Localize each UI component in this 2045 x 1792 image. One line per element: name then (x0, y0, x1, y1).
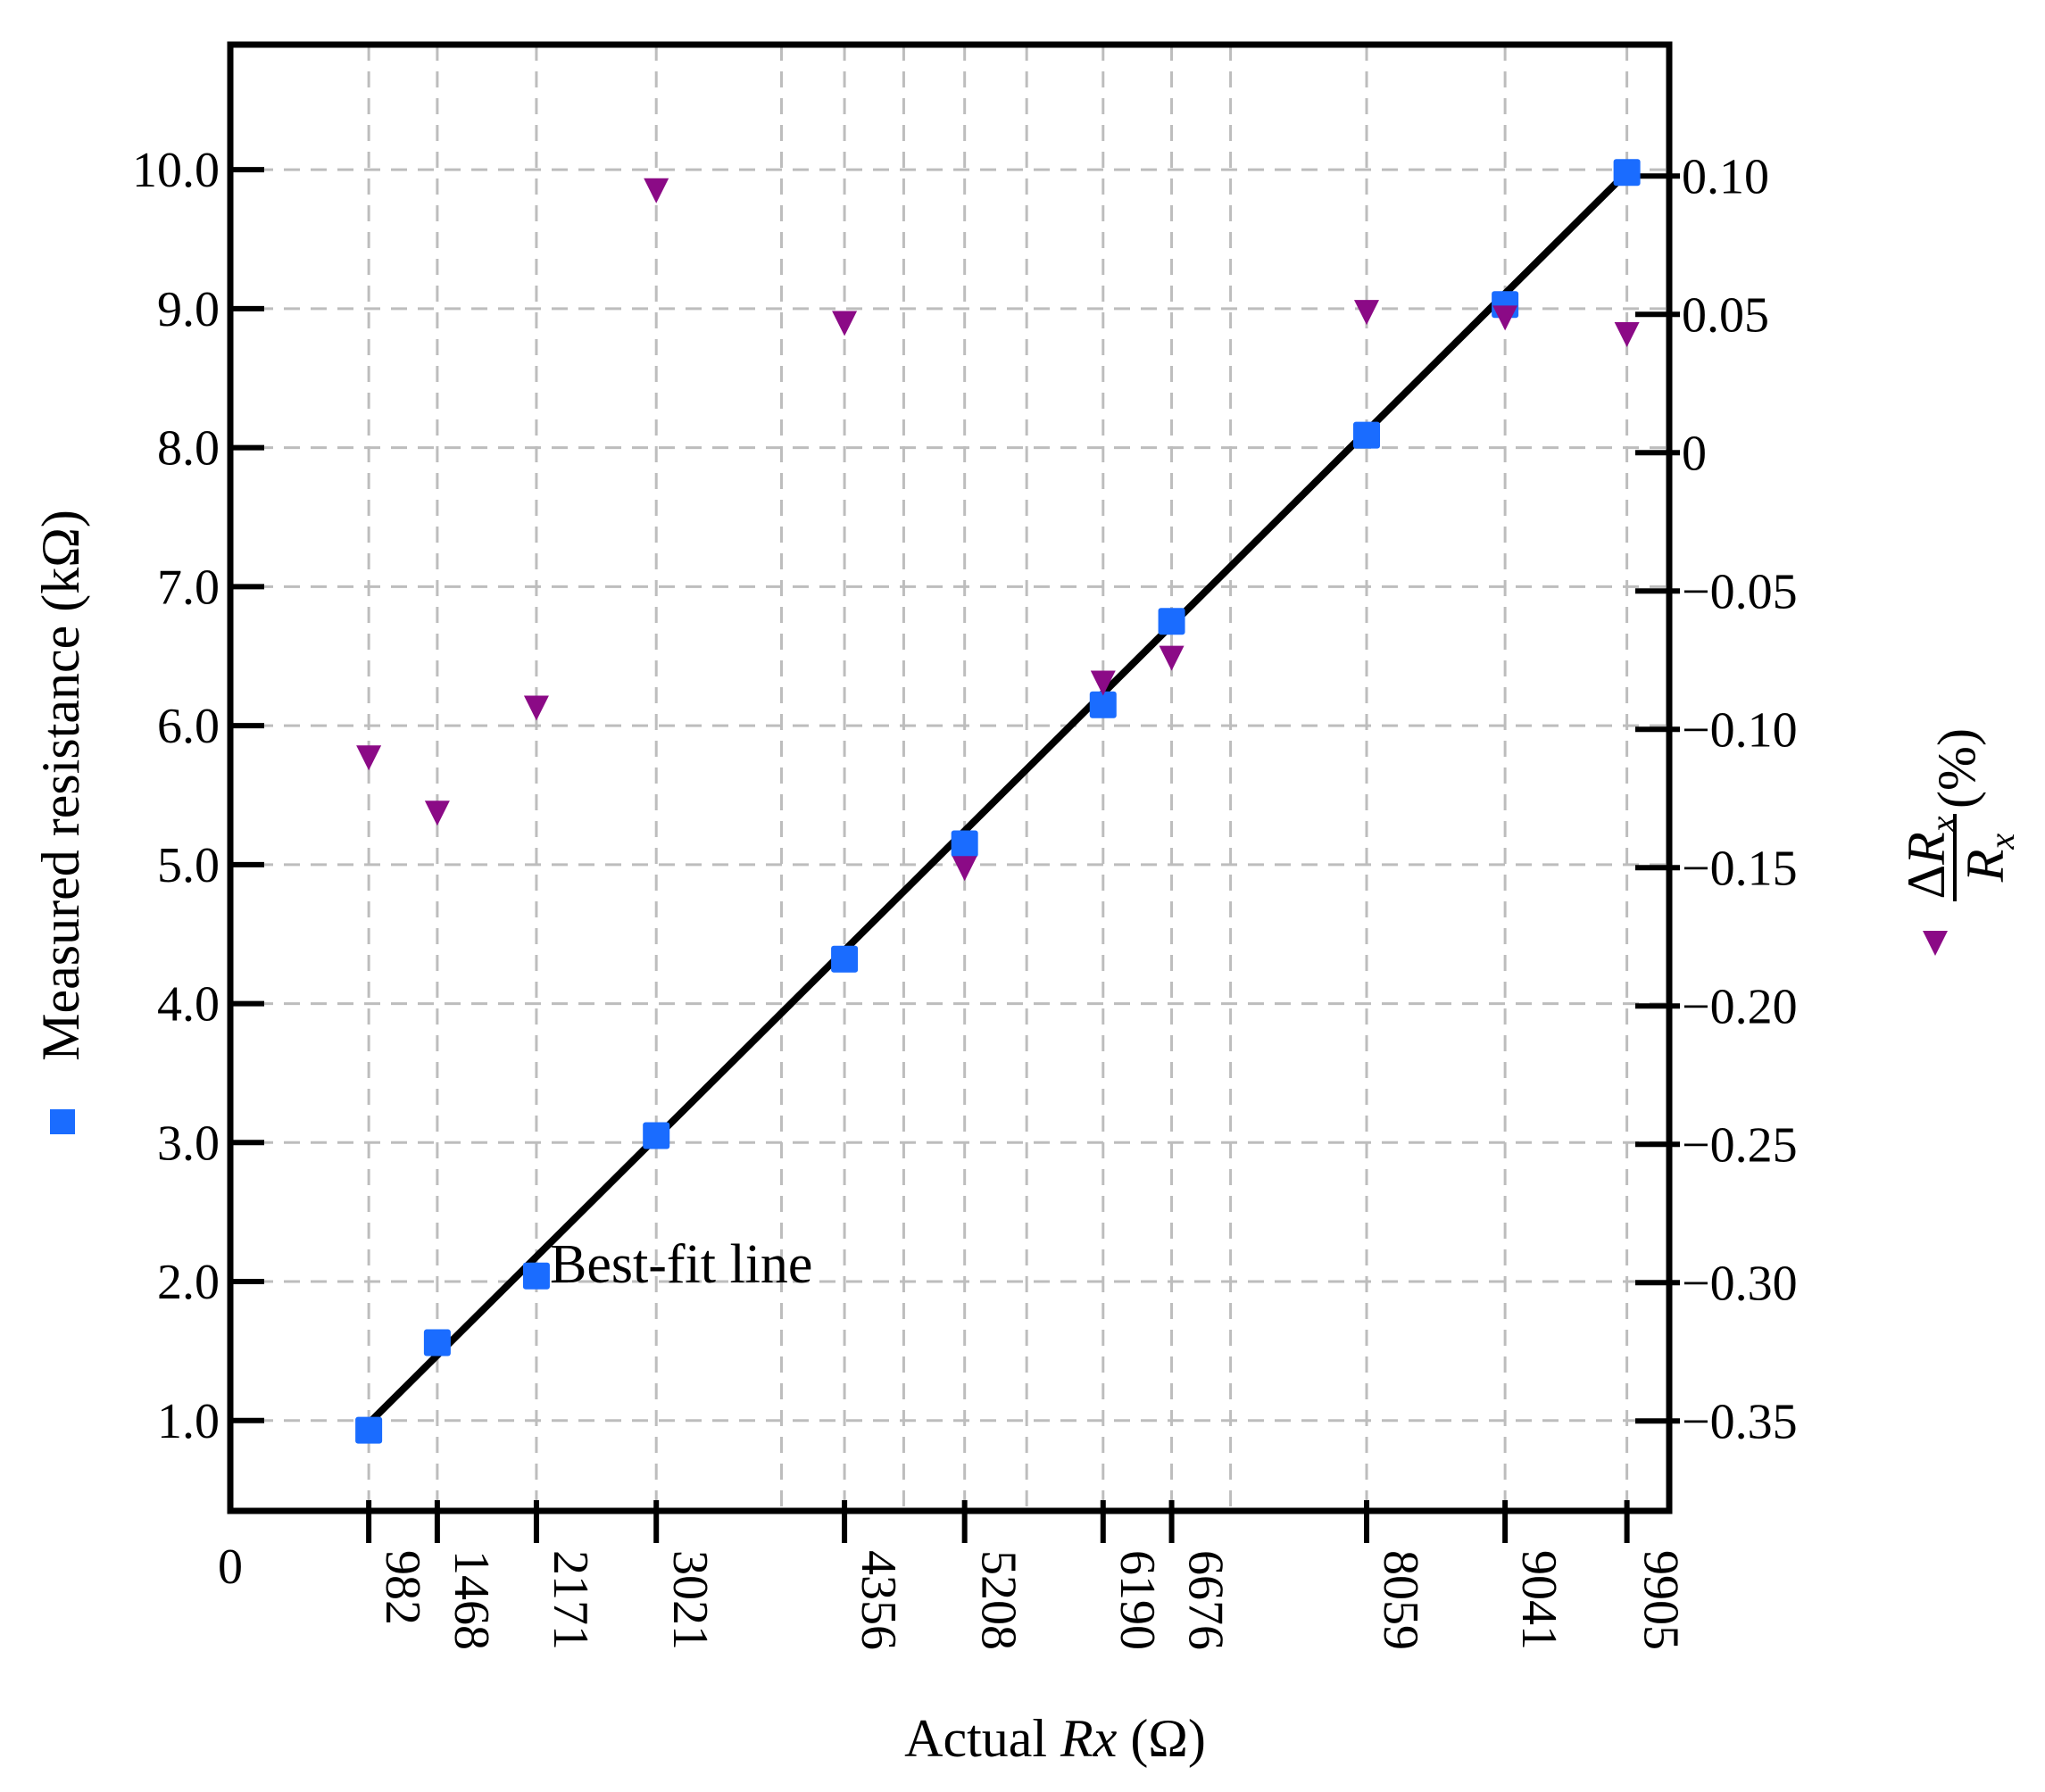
tick-layer: 1.0 2.0 3.0 4.0 5.0 6.0 7.0 8.0 9.0 10.0 −0.35 −0.3… (132, 143, 1798, 1650)
x-tick-label: 4356 (851, 1550, 906, 1650)
x-tick-label: 3021 (662, 1550, 718, 1650)
y-left-tick-label: 4.0 (157, 977, 220, 1033)
relative-error-point (356, 745, 382, 771)
relative-error-point (1090, 670, 1116, 696)
measured-resistance-point (1353, 421, 1381, 449)
numerator-sub: x (1923, 816, 1963, 833)
y-right-tick-label: −0.25 (1682, 1117, 1798, 1173)
y-right-tick-label: −0.35 (1682, 1394, 1798, 1449)
denominator-sub: x (1982, 834, 2022, 850)
y-right-tick-label: −0.10 (1682, 702, 1798, 758)
fraction-denominator: Rx (1956, 834, 2022, 884)
left-axis-title-group: Measured resistance (kΩ) (31, 510, 90, 1061)
relative-error-point (424, 801, 450, 826)
relative-error-point (644, 178, 669, 203)
measured-resistance-point (355, 1416, 383, 1444)
relative-error-point (1492, 305, 1518, 331)
best-fit-line (366, 170, 1630, 1426)
numerator-delta: Δ (1897, 865, 1956, 900)
measured-resistance-point (643, 1122, 670, 1149)
numerator-r: R (1897, 832, 1956, 866)
y-right-tick-label: 0.10 (1682, 149, 1769, 204)
measured-resistance-point (423, 1329, 451, 1356)
x-tick-label: 8059 (1373, 1550, 1428, 1650)
measured-resistance-point (831, 945, 859, 973)
y-right-tick-label: 0 (1682, 426, 1707, 481)
y-right-tick-label: −0.30 (1682, 1256, 1798, 1311)
right-axis-title-group: ΔRx Rx (%) (1897, 728, 2022, 901)
x-origin-label: 0 (218, 1539, 243, 1595)
relative-error-point (1354, 300, 1380, 326)
measured-resistance-point (1089, 691, 1117, 718)
grid-layer (230, 45, 1669, 1511)
measured-resistance-point (522, 1262, 550, 1290)
left-axis-title: Measured resistance (kΩ) (31, 510, 90, 1061)
x-tick-label: 5208 (971, 1550, 1027, 1650)
y-left-tick-label: 6.0 (157, 699, 220, 754)
y-left-tick-label: 9.0 (157, 282, 220, 337)
y-left-tick-label: 1.0 (157, 1394, 220, 1449)
y-left-tick-label: 7.0 (157, 560, 220, 615)
plot-frame (227, 41, 1673, 1514)
relative-error-point (1614, 321, 1640, 347)
x-tick-label: 6676 (1178, 1550, 1234, 1650)
line-layer (366, 170, 1630, 1426)
y-left-tick-label: 10.0 (132, 143, 220, 198)
x-axis-title-variable: Rx (1060, 1709, 1118, 1768)
x-tick-label: 1468 (444, 1550, 499, 1650)
y-left-tick-label: 5.0 (157, 838, 220, 893)
relative-error-point (832, 311, 858, 336)
x-tick-label: 9041 (1511, 1550, 1567, 1650)
y-left-tick-label: 2.0 (157, 1255, 220, 1310)
x-tick-label: 2171 (543, 1550, 598, 1650)
y-right-tick-label: 0.05 (1682, 287, 1769, 343)
y-right-tick-label: −0.20 (1682, 979, 1798, 1034)
right-legend-triangle-icon (1923, 931, 1948, 956)
x-axis-title-prefix: Actual (904, 1709, 1060, 1768)
measured-resistance-point (1158, 608, 1185, 635)
y-left-tick-label: 3.0 (157, 1116, 220, 1171)
y-right-tick-label: −0.15 (1682, 841, 1798, 896)
x-tick-label: 9905 (1634, 1550, 1689, 1650)
left-legend-square-icon (50, 1109, 75, 1134)
x-tick-label: 6190 (1110, 1550, 1165, 1650)
measured-resistance-point (951, 830, 978, 858)
marker-layer (355, 159, 1641, 1444)
x-tick-label: 982 (375, 1550, 430, 1625)
fraction-numerator: ΔRx (1897, 816, 1963, 899)
denominator-r: R (1956, 850, 2015, 884)
relative-error-point (1159, 645, 1185, 671)
y-left-tick-label: 8.0 (157, 421, 220, 477)
x-axis-title-unit: (Ω) (1117, 1709, 1206, 1768)
relative-error-point (952, 856, 977, 882)
measured-resistance-point (1613, 159, 1641, 187)
y-right-tick-label: −0.05 (1682, 564, 1798, 619)
relative-error-point (523, 695, 549, 721)
right-axis-title-unit: (%) (1927, 728, 1986, 809)
x-axis-title: Actual Rx (Ω) (904, 1709, 1206, 1768)
best-fit-annotation: Best-fit line (550, 1234, 812, 1295)
